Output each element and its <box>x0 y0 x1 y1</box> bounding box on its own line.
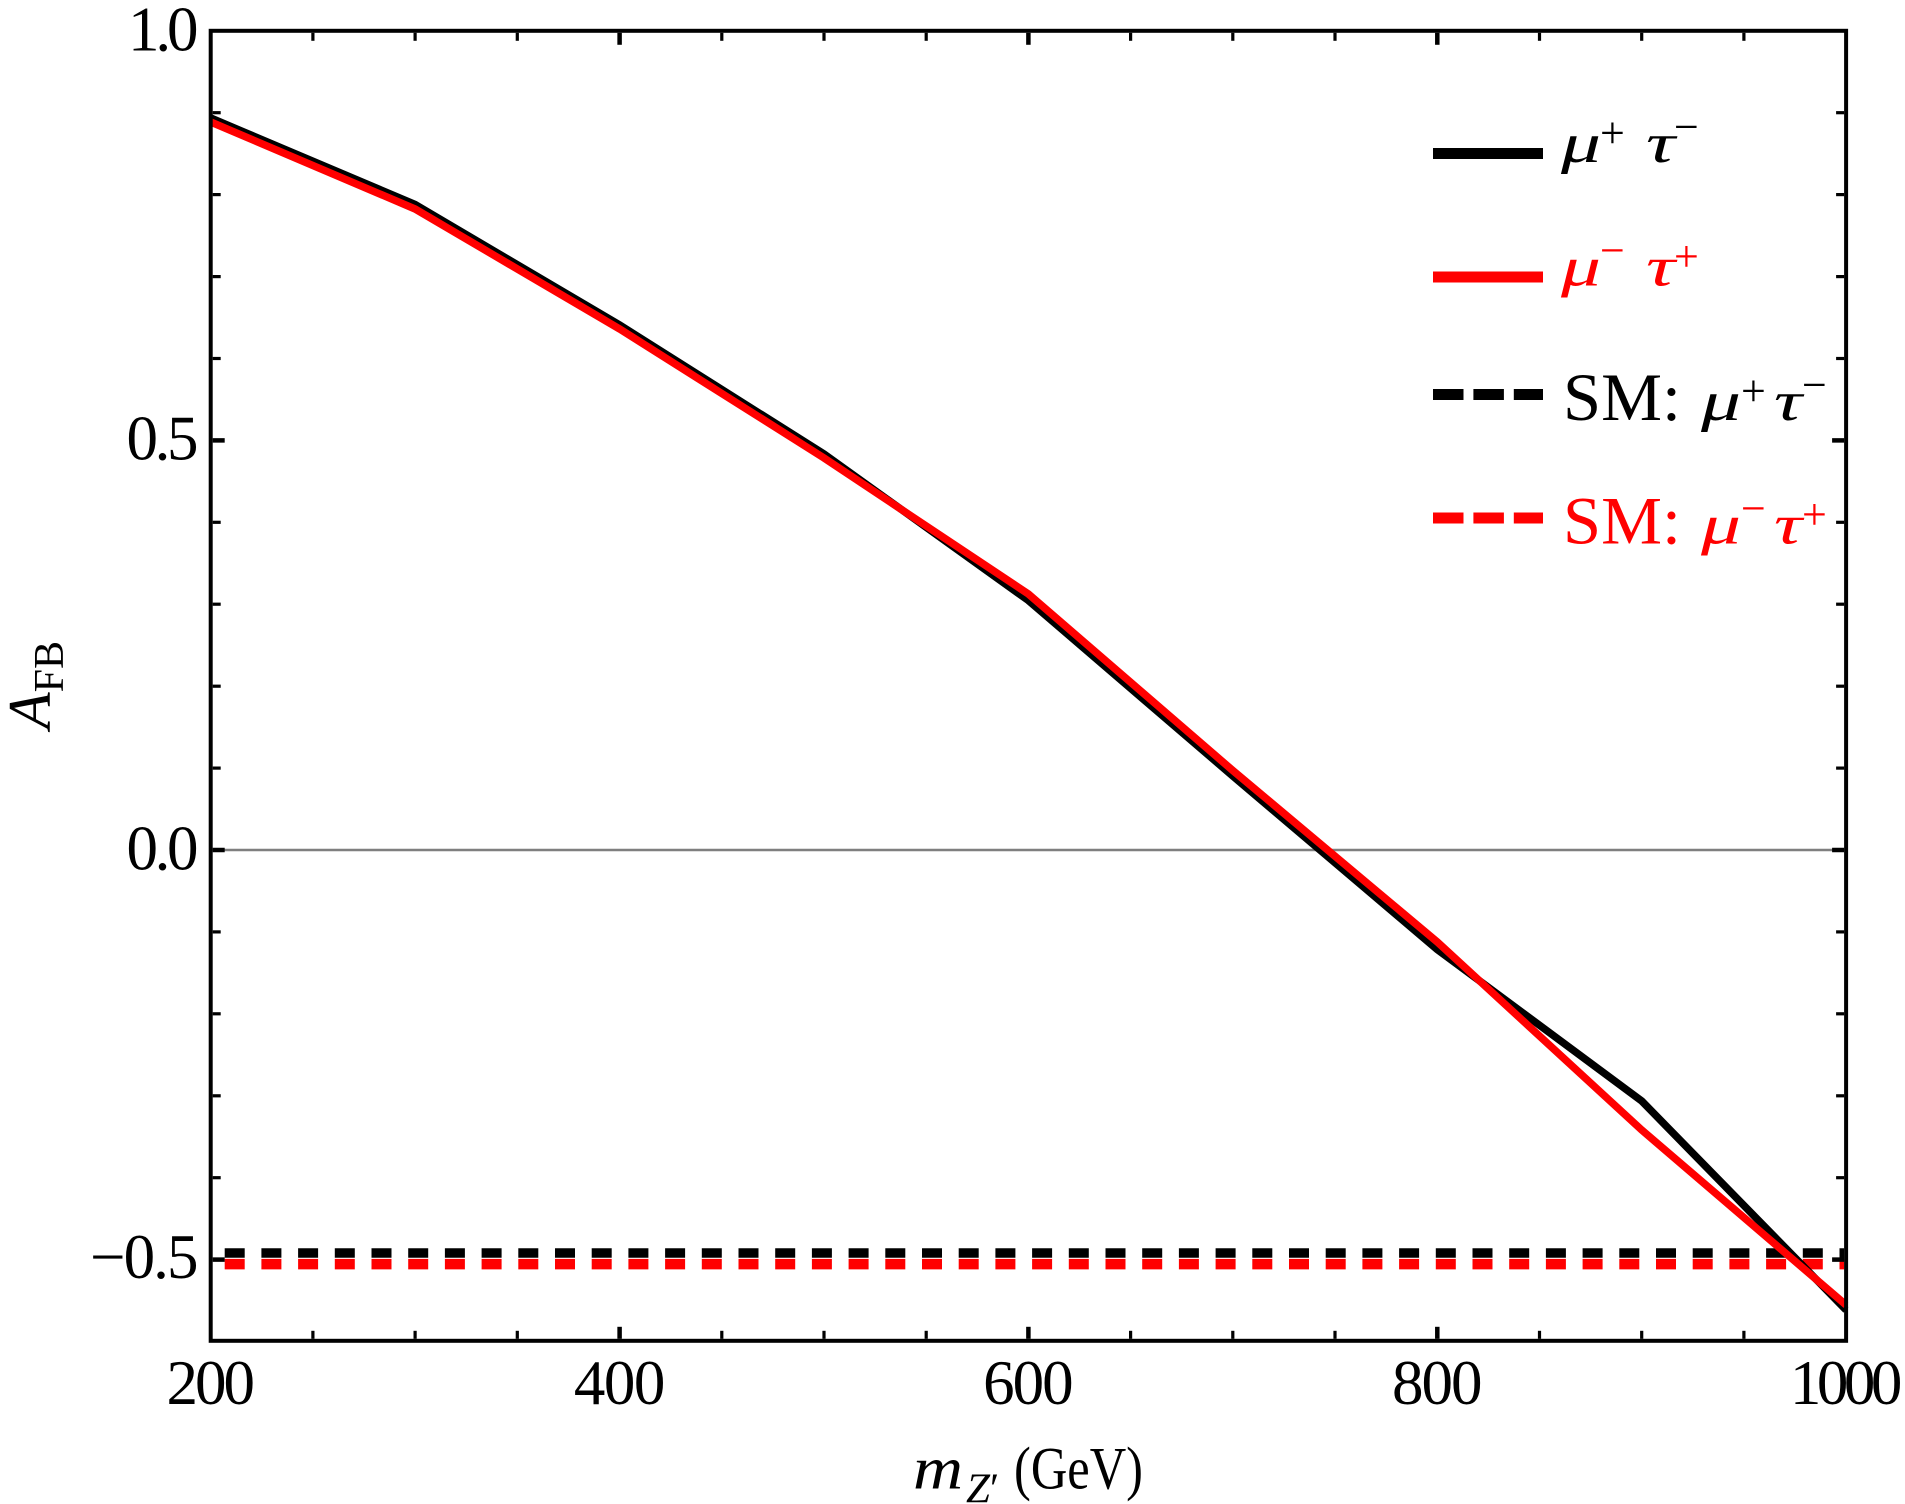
svg-text:mZ′(GeV): mZ′ (GeV) <box>913 1436 1143 1504</box>
svg-text:400: 400 <box>574 1348 666 1418</box>
svg-text:AFB: AFB <box>0 641 73 733</box>
svg-text:800: 800 <box>1392 1348 1483 1418</box>
svg-text:−0.5: −0.5 <box>90 1222 199 1292</box>
svg-text:1.0: 1.0 <box>128 0 199 64</box>
svg-text:0.5: 0.5 <box>127 404 199 474</box>
svg-text:200: 200 <box>166 1348 255 1418</box>
svg-text:600: 600 <box>983 1348 1074 1418</box>
svg-text:SM:μ+τ−: SM: μ+ τ− <box>1563 359 1827 435</box>
svg-text:1000: 1000 <box>1790 1348 1903 1418</box>
svg-text:μ−τ+: μ− τ+ <box>1560 226 1699 299</box>
svg-text:μ+τ−: μ+ τ− <box>1560 103 1699 176</box>
svg-text:0.0: 0.0 <box>127 813 199 883</box>
svg-text:SM:μ−τ+: SM: μ− τ+ <box>1563 483 1827 559</box>
